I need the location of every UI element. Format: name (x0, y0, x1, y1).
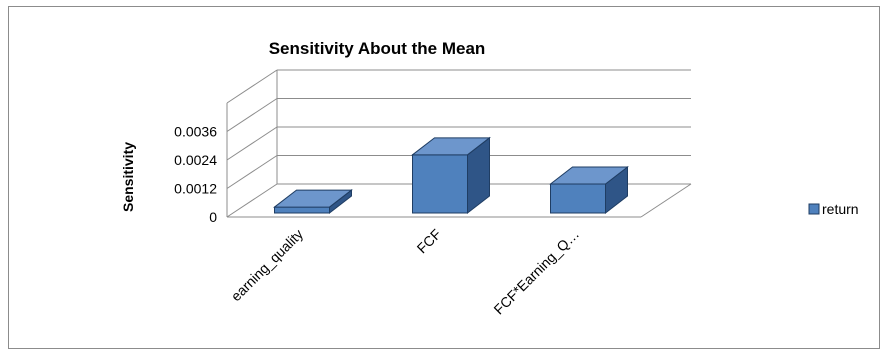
y-axis-label: Sensitivity (120, 142, 136, 212)
bar-top-FCF*Earning_Q… (549, 166, 629, 185)
chart-svg: Sensitivity About the Mean Sensitivity 0… (120, 39, 859, 318)
bar-front-FCF*Earning_Q… (550, 183, 606, 214)
category-label: FCF*Earning_Q… (490, 226, 582, 318)
bar-top-FCF (411, 137, 491, 156)
y-tick-label: 0.0036 (174, 124, 217, 140)
grid-line-side-3 (226, 98, 278, 132)
category-label: FCF (414, 226, 445, 257)
y-tick-label: 0.0012 (174, 181, 217, 197)
legend: return (808, 201, 859, 217)
grid-line-side-4 (226, 69, 278, 104)
bars (273, 136, 629, 215)
axes (226, 103, 692, 218)
grid-line-side-0 (226, 183, 278, 218)
grid-line-side-1 (226, 155, 278, 189)
y-tick-labels: 0 0.0012 0.0024 0.0036 (174, 124, 217, 226)
legend-label-return: return (822, 201, 859, 217)
bar-top-earning_quality (273, 189, 353, 208)
category-label: earning_quality (228, 226, 306, 304)
y-tick-label: 0 (209, 209, 217, 225)
bar-front-FCF (412, 154, 468, 214)
grid-line-side-2 (226, 126, 278, 161)
floor-right-edge (640, 183, 692, 218)
y-tick-label: 0.0024 (174, 152, 217, 168)
chart-frame: Sensitivity About the Mean Sensitivity 0… (8, 6, 880, 349)
grid-lines (226, 69, 691, 218)
legend-swatch-return (808, 203, 820, 215)
category-labels: earning_quality FCF FCF*Earning_Q… (228, 226, 582, 318)
bar-front-earning_quality (274, 206, 330, 214)
chart-title: Sensitivity About the Mean (269, 39, 486, 58)
